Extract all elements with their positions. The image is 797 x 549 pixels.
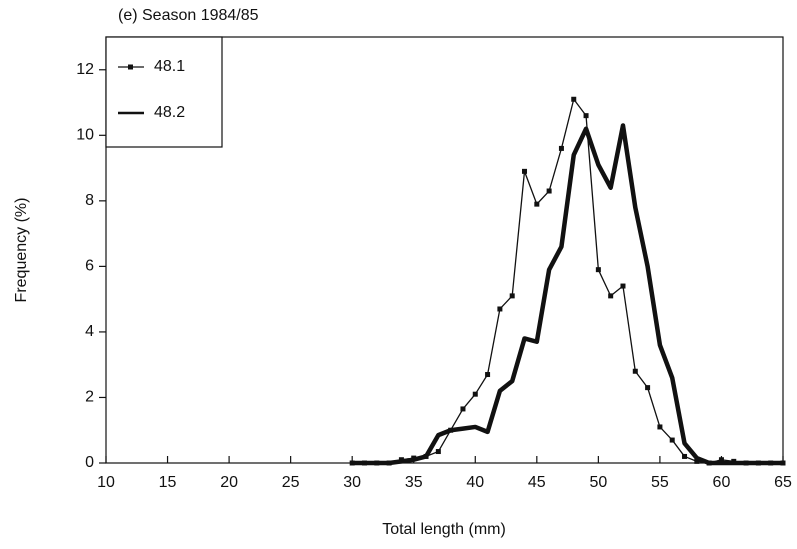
x-tick-label: 40 <box>466 474 484 491</box>
y-tick-label: 4 <box>85 323 94 340</box>
x-tick-label: 15 <box>159 474 177 491</box>
point-marker <box>583 113 589 119</box>
plot-frame <box>105 36 784 464</box>
y-tick-label: 12 <box>76 61 94 78</box>
series-line <box>352 98 783 464</box>
point-marker <box>669 437 675 443</box>
y-axis-label: Frequency (%) <box>13 198 30 303</box>
x-tick-label: 10 <box>97 474 115 491</box>
legend-box <box>105 36 223 148</box>
series-line <box>352 123 783 466</box>
y-tick-label: 10 <box>76 127 94 144</box>
x-tick-label: 55 <box>651 474 669 491</box>
x-tick-label: 45 <box>528 474 546 491</box>
point-marker <box>657 424 663 430</box>
point-marker <box>571 96 577 102</box>
legend-label: 48.2 <box>154 104 185 121</box>
x-tick-label: 25 <box>282 474 300 491</box>
x-tick-label: 35 <box>405 474 423 491</box>
x-tick-label: 20 <box>220 474 238 491</box>
point-marker <box>522 168 528 174</box>
point-marker <box>497 306 503 312</box>
x-tick-label: 65 <box>774 474 792 491</box>
point-marker <box>472 391 478 397</box>
point-marker <box>694 458 700 464</box>
y-tick-label: 6 <box>85 258 94 275</box>
x-tick-label: 30 <box>343 474 361 491</box>
point-marker <box>534 201 540 207</box>
x-axis-label: Total length (mm) <box>382 521 506 538</box>
point-marker <box>460 406 466 412</box>
legend-label: 48.1 <box>154 58 185 75</box>
point-marker <box>546 188 552 194</box>
point-marker <box>632 368 638 374</box>
point-marker <box>718 457 724 463</box>
y-tick-label: 8 <box>85 192 94 209</box>
point-marker <box>509 293 515 299</box>
point-marker <box>682 453 688 459</box>
y-tick-label: 0 <box>85 454 94 471</box>
point-marker <box>595 267 601 273</box>
chart-title: (e) Season 1984/85 <box>118 7 259 24</box>
x-tick-label: 50 <box>589 474 607 491</box>
x-tick-label: 60 <box>713 474 731 491</box>
point-marker <box>645 385 651 391</box>
point-marker <box>435 449 441 455</box>
point-marker <box>608 293 614 299</box>
legend-marker <box>128 64 133 70</box>
point-marker <box>485 372 491 378</box>
y-tick-label: 2 <box>85 389 94 406</box>
point-marker <box>558 145 564 151</box>
point-marker <box>620 283 626 289</box>
